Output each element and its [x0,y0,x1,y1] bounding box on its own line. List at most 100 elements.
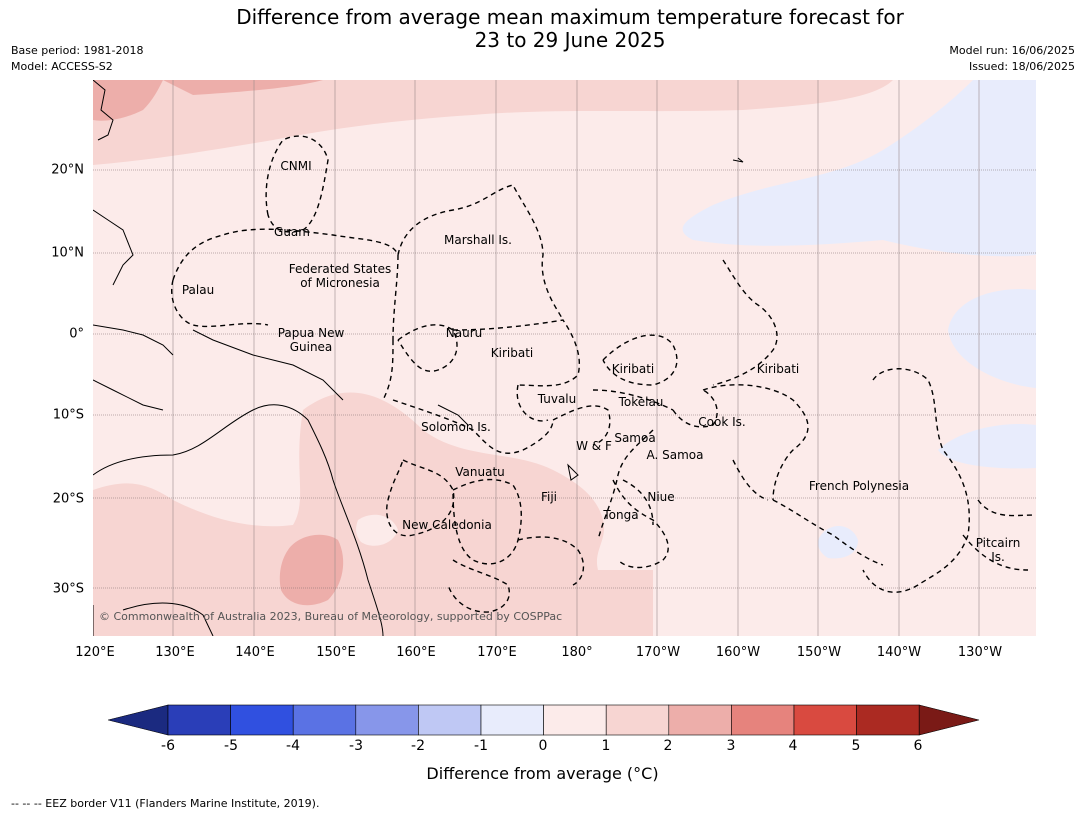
colorbar-label: Difference from average (°C) [426,764,659,783]
x-tick-label: 120°E [75,645,115,660]
label-american-samoa: A. Samoa [646,448,704,462]
y-tick-label: 20°N [51,162,84,178]
label-tuvalu: Tuvalu [537,392,577,406]
colorbar-tick: 1 [601,738,611,754]
issued-date: Issued: 18/06/2025 [968,60,1075,73]
map-canvas [93,80,1036,636]
map-panel[interactable] [93,80,1036,636]
colorbar-tick: 0 [538,738,548,754]
colorbar-tick: -5 [224,738,238,754]
label-kiribati-east: Kiribati [756,362,800,376]
label-cook: Cook Is. [698,415,746,429]
y-tick-label: 10°N [51,245,84,261]
colorbar-segment [668,704,732,736]
x-tick-label: 140°E [235,645,275,660]
colorbar-extend-low [108,704,169,736]
anomaly-band-m1-0-ne [682,80,1036,257]
colorbar-tick: 6 [913,738,923,754]
anomaly-band-m1-0-se [938,424,1036,469]
x-tick-label: 160°W [715,645,761,660]
model-name: Model: ACCESS-S2 [11,60,113,73]
label-png: Papua New Guinea [278,326,345,354]
label-kiribati-central: Kiribati [611,362,655,376]
colorbar-tick: 5 [851,738,861,754]
title-line-2: 23 to 29 June 2025 [474,28,666,52]
meta-left: Base period: 1981-2018 Model: ACCESS-S2 [11,43,143,75]
anomaly-band-2-3-tasman [279,534,344,606]
y-tick-label: 30°S [52,581,84,597]
colorbar-tick: -3 [349,738,363,754]
label-png-line2: Guinea [289,340,333,354]
label-pitcairn: Pitcairn Is. [976,536,1021,564]
anomaly-band-m1-0-small [817,525,858,559]
colorbar-segment [480,704,544,736]
x-tick-label: 130°E [155,645,195,660]
y-tick-label: 0° [69,326,84,342]
colorbar-tick: 2 [663,738,673,754]
colorbar-extend-high [918,704,980,736]
colorbar-segment [167,704,231,736]
colorbar-segment [543,704,607,736]
colorbar-tick: -2 [411,738,425,754]
coastlines [93,80,744,636]
x-tick-label: 150°W [796,645,842,660]
label-french-polynesia: French Polynesia [808,479,910,493]
eez-borders [171,135,1036,613]
colorbar-segment [793,704,857,736]
x-tick-label: 150°E [316,645,356,660]
x-tick-label: 140°W [876,645,922,660]
label-wallis-futuna: W & F [576,439,612,453]
label-tonga: Tonga [603,508,639,522]
meta-right: Model run: 16/06/2025 Issued: 18/06/2025 [949,43,1075,75]
colorbar-segment [731,704,795,736]
label-png-line1: Papua New [277,326,345,340]
x-tick-label: 130°W [957,645,1003,660]
anomaly-band-2-3-north [93,80,163,121]
x-tick-label: 170°W [635,645,681,660]
label-tokelau: Tokelau [618,395,664,409]
anomaly-band-1-2-north [93,80,1036,165]
label-pitcairn-line2: Is. [991,550,1005,564]
anomaly-band-2-3-north-b [163,80,323,95]
footer-legend: -- -- -- EEZ border V11 (Flanders Marine… [11,797,320,810]
label-guam: Guam [274,225,310,239]
colorbar-tick: 4 [788,738,798,754]
graticule [172,80,980,636]
label-samoa: Samoa [614,431,656,445]
colorbar-segment [355,704,419,736]
label-fsm-line1: Federated States [288,262,392,276]
y-tick-label: 20°S [52,491,84,507]
anomaly-band-0-1-island [356,514,398,546]
copyright-notice: © Commonwealth of Australia 2023, Bureau… [99,610,563,623]
label-vanuatu: Vanuatu [455,465,505,479]
colorbar-tick: -1 [474,738,488,754]
colorbar-segment [605,704,670,736]
colorbar-segment [856,704,920,736]
x-tick-label: 180° [561,645,593,660]
anomaly-band-m1-0-e [948,289,1036,388]
colorbar-tick: -4 [286,738,300,754]
label-fsm: Federated States of Micronesia [289,262,391,290]
label-cnmi: CNMI [280,159,312,173]
label-palau: Palau [181,283,215,297]
y-tick-label: 10°S [52,407,84,423]
colorbar-segment [292,704,357,736]
colorbar-tick: 3 [726,738,736,754]
map-title: Difference from average mean maximum tem… [0,6,1085,52]
label-kiribati-west: Kiribati [490,346,534,360]
label-new-caledonia: New Caledonia [402,518,492,532]
label-fiji: Fiji [540,490,558,504]
label-nauru: Nauru [445,326,483,340]
x-tick-label: 170°E [477,645,517,660]
label-marshall: Marshall Is. [444,233,512,247]
colorbar-segment [418,704,482,736]
colorbar [108,704,980,736]
label-niue: Niue [647,490,675,504]
label-pitcairn-line1: Pitcairn [975,536,1021,550]
label-fsm-line2: of Micronesia [300,276,380,290]
colorbar-segment [230,704,294,736]
title-line-1: Difference from average mean maximum tem… [236,5,904,29]
colorbar-tick: -6 [161,738,175,754]
base-period: Base period: 1981-2018 [11,44,144,57]
label-solomon: Solomon Is. [421,420,491,434]
